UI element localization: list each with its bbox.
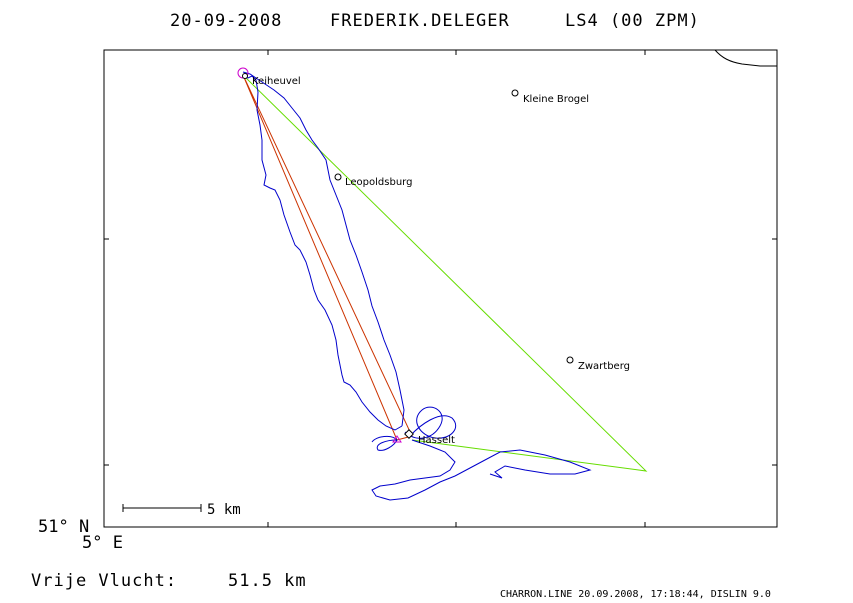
- turnpoint-diamond-icon: [404, 429, 414, 439]
- place-label-keiheuvel: Keiheuvel: [252, 76, 301, 87]
- title-bar: 20-09-2008 FREDERIK.DELEGER LS4 (00 ZPM): [170, 11, 700, 31]
- pilot-name: FREDERIK.DELEGER: [330, 11, 510, 31]
- place-leopoldsburg: Leopoldsburg: [334, 173, 412, 188]
- footer-info: CHARRON.LINE 20.09.2008, 17:18:44, DISLI…: [500, 589, 771, 600]
- flight-date: 20-09-2008: [170, 11, 282, 31]
- track-thermal-hasselt: [404, 406, 457, 439]
- town-dot-icon: [566, 356, 574, 364]
- place-markers: Keiheuvel Kleine Brogel Leopoldsburg Zwa…: [237, 67, 630, 446]
- task-legs: [242, 74, 648, 472]
- scale-bar: 5 km: [122, 502, 241, 518]
- place-keiheuvel: Keiheuvel: [237, 67, 301, 87]
- town-dot-icon: [334, 173, 342, 181]
- track-south-loop: [371, 439, 592, 501]
- place-label-hasselt: Hasselt: [418, 435, 455, 446]
- track-west-loop: [371, 435, 398, 451]
- distance-value: 51.5 km: [228, 571, 307, 591]
- map-border: [103, 49, 778, 528]
- place-label-zwartberg: Zwartberg: [578, 361, 630, 372]
- longitude-label: 5° E: [82, 533, 123, 553]
- leg-task-red: [242, 74, 413, 441]
- finish-triangle-icon: [392, 435, 402, 443]
- distance-label: Vrije Vlucht:: [31, 571, 177, 591]
- scale-label: 5 km: [207, 502, 241, 518]
- latitude-label: 51° N: [38, 517, 89, 537]
- town-dot-icon: [242, 73, 248, 79]
- flight-track: [242, 71, 592, 501]
- track-outbound: [242, 75, 403, 431]
- track-return: [242, 71, 405, 427]
- map-ticks: [104, 50, 777, 527]
- place-label-leopoldsburg: Leopoldsburg: [345, 177, 412, 188]
- place-label-kleine-brogel: Kleine Brogel: [523, 94, 589, 105]
- place-kleine-brogel: Kleine Brogel: [511, 89, 589, 105]
- map-frame: [103, 49, 778, 528]
- place-zwartberg: Zwartberg: [566, 356, 630, 372]
- leg-closing-green: [242, 74, 648, 472]
- glider-task: LS4 (00 ZPM): [565, 11, 700, 31]
- place-hasselt: Hasselt: [392, 429, 455, 446]
- border-line: [714, 49, 777, 67]
- town-dot-icon: [511, 89, 519, 97]
